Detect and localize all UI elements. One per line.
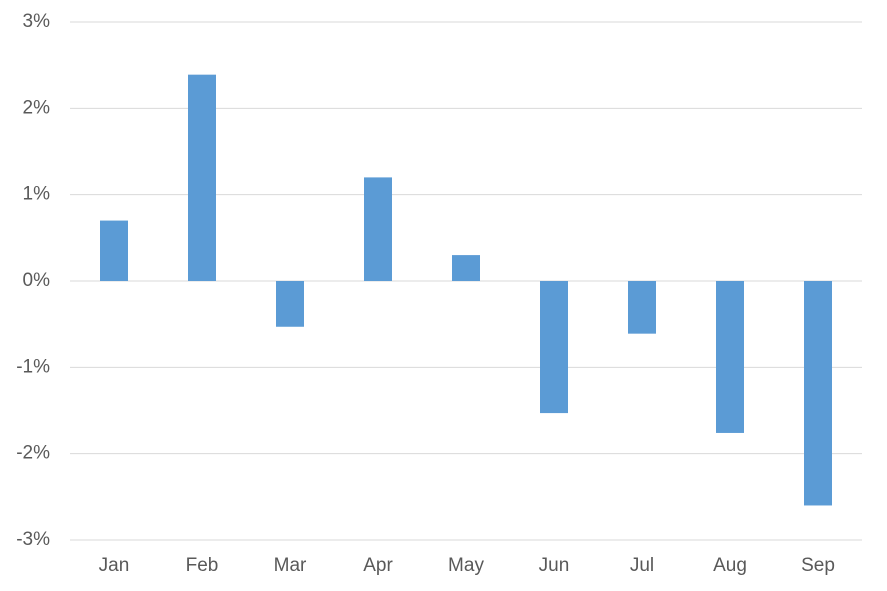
bar: [188, 74, 216, 281]
x-tick-label: Feb: [186, 555, 219, 576]
bar: [716, 281, 744, 433]
bar: [100, 220, 128, 281]
x-tick-label: Aug: [713, 555, 747, 576]
x-tick-label: Jul: [630, 555, 654, 576]
y-tick-label: 1%: [23, 184, 51, 205]
y-tick-label: -2%: [16, 443, 50, 464]
x-tick-label: Jan: [99, 555, 130, 576]
x-tick-label: Mar: [274, 555, 307, 576]
y-tick-label: -1%: [16, 356, 50, 377]
bar: [364, 177, 392, 281]
x-tick-label: May: [448, 555, 484, 576]
bar: [804, 281, 832, 506]
bar: [628, 281, 656, 334]
x-tick-label: Apr: [363, 555, 393, 576]
x-tick-label: Jun: [539, 555, 570, 576]
y-tick-label: 3%: [23, 11, 51, 32]
bar: [276, 281, 304, 327]
bar: [452, 255, 480, 281]
y-tick-label: 2%: [23, 97, 51, 118]
x-tick-label: Sep: [801, 555, 835, 576]
y-tick-label: -3%: [16, 529, 50, 550]
y-tick-label: 0%: [23, 270, 51, 291]
bar: [540, 281, 568, 414]
